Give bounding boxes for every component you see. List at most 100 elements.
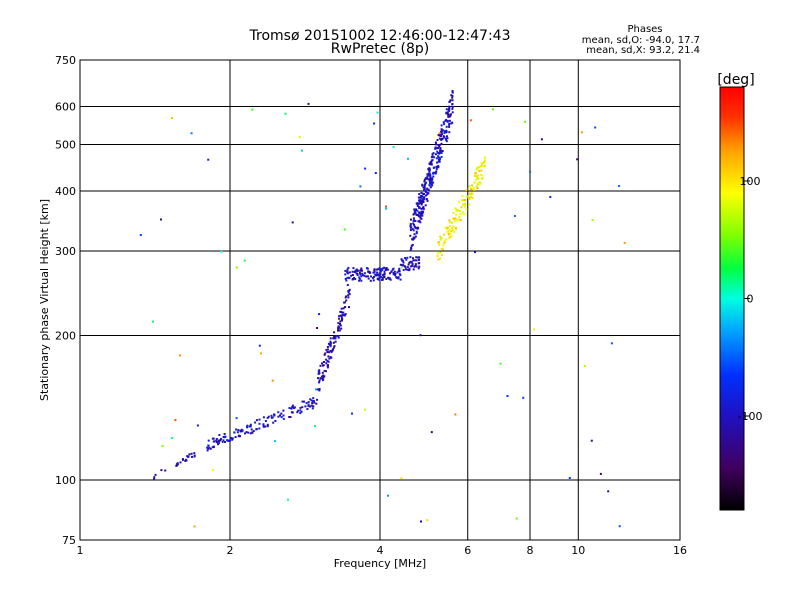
data-point xyxy=(267,415,270,418)
data-point xyxy=(289,416,292,418)
data-point xyxy=(385,207,388,210)
data-point xyxy=(373,269,376,272)
data-point xyxy=(237,429,240,431)
data-point xyxy=(451,91,454,94)
data-point xyxy=(439,238,442,241)
data-point xyxy=(385,205,387,208)
data-point xyxy=(161,445,164,448)
data-point xyxy=(434,141,437,144)
data-point xyxy=(406,256,409,259)
data-point xyxy=(296,411,299,414)
data-point xyxy=(341,314,344,316)
data-point xyxy=(209,447,212,450)
data-point xyxy=(287,498,289,501)
data-point xyxy=(179,461,182,464)
data-point xyxy=(179,354,182,357)
data-point xyxy=(277,415,280,418)
data-point xyxy=(451,99,454,102)
data-point xyxy=(190,132,193,135)
phase-stat-x: mean, sd,X: 93.2, 21.4 xyxy=(586,45,700,56)
data-point xyxy=(307,102,310,105)
data-point xyxy=(346,268,349,271)
data-point xyxy=(239,430,242,432)
data-point xyxy=(513,215,516,217)
data-point xyxy=(363,408,366,411)
data-point xyxy=(258,418,261,421)
data-point xyxy=(438,159,441,161)
data-point xyxy=(445,111,448,114)
data-point xyxy=(164,469,167,472)
data-point xyxy=(461,211,464,214)
data-point xyxy=(190,452,193,455)
data-point xyxy=(444,226,447,229)
data-point xyxy=(393,270,396,273)
data-point xyxy=(339,323,341,325)
data-point xyxy=(457,209,460,212)
data-point xyxy=(438,143,441,146)
data-point xyxy=(398,269,401,272)
data-point xyxy=(437,155,440,158)
data-point xyxy=(377,274,380,277)
data-point xyxy=(469,195,472,198)
colorbar-label: [deg] xyxy=(717,72,754,88)
data-point xyxy=(422,207,425,210)
data-point xyxy=(333,345,336,348)
data-point xyxy=(610,342,613,345)
data-point xyxy=(445,140,448,143)
data-point xyxy=(337,325,340,328)
data-point xyxy=(380,276,383,279)
data-point xyxy=(429,161,432,164)
data-point xyxy=(187,455,190,458)
data-point xyxy=(409,234,412,237)
colorbar-tick-label: -100 xyxy=(738,410,763,423)
data-point xyxy=(441,150,444,152)
data-point xyxy=(251,431,254,434)
data-point xyxy=(428,168,431,171)
data-point xyxy=(379,272,382,275)
data-point xyxy=(262,423,265,426)
data-point xyxy=(515,517,518,520)
data-point xyxy=(418,256,420,259)
data-point xyxy=(428,169,431,172)
data-point xyxy=(437,241,440,244)
data-point xyxy=(411,264,414,267)
data-point xyxy=(439,148,442,151)
data-point xyxy=(450,230,453,232)
data-point xyxy=(291,221,294,224)
data-point xyxy=(252,430,255,432)
data-point xyxy=(352,267,355,270)
data-point xyxy=(468,192,471,195)
data-point xyxy=(408,267,411,270)
data-point xyxy=(318,370,321,373)
data-point xyxy=(383,272,386,275)
data-point xyxy=(432,152,435,155)
data-point xyxy=(385,278,388,280)
data-point xyxy=(437,160,440,163)
data-point xyxy=(418,193,421,196)
data-point xyxy=(270,414,273,417)
data-point xyxy=(432,175,435,178)
data-point xyxy=(443,132,446,134)
data-point xyxy=(438,160,441,163)
data-point xyxy=(355,268,358,271)
data-point xyxy=(353,276,355,279)
data-point xyxy=(432,172,434,175)
data-point xyxy=(373,268,376,271)
data-point xyxy=(437,152,440,154)
data-point xyxy=(413,223,415,226)
data-point xyxy=(381,278,383,281)
data-point xyxy=(280,412,283,415)
data-point xyxy=(334,335,337,338)
data-point xyxy=(437,166,440,169)
data-point xyxy=(322,364,325,367)
data-point xyxy=(446,120,449,123)
data-point xyxy=(506,395,509,397)
data-point xyxy=(445,131,447,134)
data-point xyxy=(420,207,423,210)
data-point xyxy=(419,221,422,224)
data-point xyxy=(376,111,379,114)
data-point xyxy=(479,182,482,185)
data-point xyxy=(414,235,417,238)
data-point xyxy=(351,412,353,415)
data-point xyxy=(481,163,483,166)
